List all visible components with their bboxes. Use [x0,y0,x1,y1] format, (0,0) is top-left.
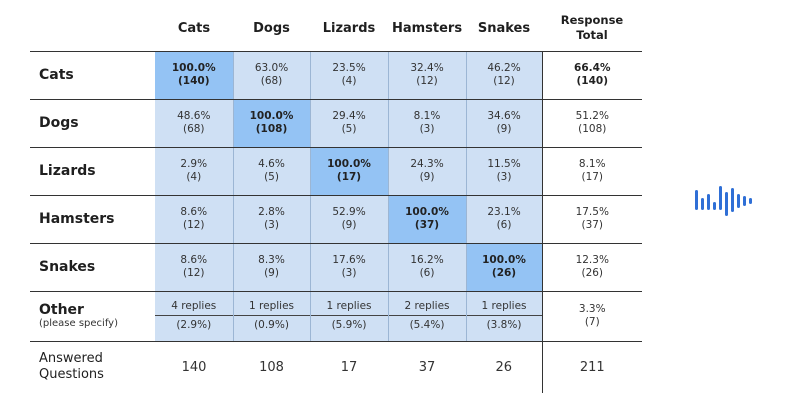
row-label-answered: Answered Questions [39,351,104,383]
other-replies-cell: 1 replies (3.8%) [465,291,542,342]
row-label-snakes: Snakes [30,243,155,292]
answered-count-cell: 26 [495,359,513,375]
table-cell: 100.0% (37) [387,195,466,244]
table-row-other: Other (please specify) 4 replies (2.9%) 1… [30,291,642,342]
column-header-dogs: Dogs [233,6,310,52]
table-cell: 23.1% (6) [465,195,542,244]
column-header-hamsters: Hamsters [388,6,466,52]
table-cell: 48.6% (68) [155,99,233,148]
table-cell: 100.0% (26) [465,243,542,292]
table-row-lizards: Lizards 2.9% (4) 4.6% (5) 100.0% (17) 24.3%… [30,147,642,196]
other-label-sub: (please specify) [39,318,118,329]
table-cell: 52.9% (9) [309,195,388,244]
answered-count-cell: 17 [340,359,358,375]
response-total-line1: Response [560,13,624,28]
response-total-cell: 12.3% (26) [541,243,642,292]
other-label-main: Other [39,302,84,318]
table-cell: 11.5% (3) [465,147,542,196]
soundwave-logo-icon [695,186,752,216]
column-header-response-total: Response Total [542,6,642,52]
table-cell: 2.8% (3) [232,195,310,244]
crosstab-table: Cats Dogs Lizards Hamsters Snakes Respon… [30,6,642,393]
replies-link[interactable]: 1 replies [466,300,542,316]
response-total-line2: Total [576,28,608,43]
answered-total-cell: 211 [541,341,642,393]
table-cell: 8.3% (9) [232,243,310,292]
row-label-cats: Cats [30,51,155,100]
table-row-dogs: Dogs 48.6% (68) 100.0% (108) 29.4% (5) 8.1%… [30,99,642,148]
response-total-cell: 8.1% (17) [541,147,642,196]
other-replies-cell: 2 replies (5.4%) [387,291,466,342]
table-row-cats: Cats 100.0% (140) 63.0% (68) 23.5% (4) 32.4… [30,51,642,100]
table-cell: 100.0% (17) [309,147,388,196]
corner-cell [30,6,155,52]
table-cell: 16.2% (6) [387,243,466,292]
replies-link[interactable]: 2 replies [388,300,466,316]
row-label-dogs: Dogs [30,99,155,148]
other-replies-cell: 1 replies (5.9%) [309,291,388,342]
table-cell: 8.6% (12) [155,243,233,292]
response-total-cell: 17.5% (37) [541,195,642,244]
table-cell: 34.6% (9) [465,99,542,148]
other-replies-cell: 4 replies (2.9%) [155,291,233,342]
table-cell: 32.4% (12) [387,51,466,100]
table-cell: 8.1% (3) [387,99,466,148]
table-row-hamsters: Hamsters 8.6% (12) 2.8% (3) 52.9% (9) 100.0… [30,195,642,244]
answered-count-cell: 108 [259,359,284,375]
other-replies-cell: 1 replies (0.9%) [232,291,310,342]
response-total-cell: 3.3% (7) [541,291,642,342]
table-cell: 23.5% (4) [309,51,388,100]
answered-count-cell: 140 [181,359,207,375]
table-row-snakes: Snakes 8.6% (12) 8.3% (9) 17.6% (3) 16.2% (6… [30,243,642,292]
replies-link[interactable]: 1 replies [310,300,388,316]
row-label-lizards: Lizards [30,147,155,196]
column-header-lizards: Lizards [310,6,388,52]
table-cell: 4.6% (5) [232,147,310,196]
response-total-cell: 51.2% (108) [541,99,642,148]
replies-link[interactable]: 1 replies [233,300,310,316]
table-cell: 24.3% (9) [387,147,466,196]
column-header-snakes: Snakes [466,6,542,52]
response-total-cell: 66.4% (140) [541,51,642,100]
table-row-answered: Answered Questions 140 108 17 37 26 211 [30,341,642,393]
table-cell: 8.6% (12) [155,195,233,244]
table-cell: 100.0% (108) [232,99,310,148]
table-cell: 17.6% (3) [309,243,388,292]
table-cell: 2.9% (4) [155,147,233,196]
row-label-hamsters: Hamsters [30,195,155,244]
table-cell: 100.0% (140) [155,51,233,100]
row-label-other: Other (please specify) [30,291,155,342]
answered-count-cell: 37 [418,359,436,375]
replies-link[interactable]: 4 replies [155,300,233,316]
table-cell: 63.0% (68) [232,51,310,100]
table-cell: 46.2% (12) [465,51,542,100]
header-row: Cats Dogs Lizards Hamsters Snakes Respon… [30,6,642,52]
table-cell: 29.4% (5) [309,99,388,148]
column-header-cats: Cats [155,6,233,52]
